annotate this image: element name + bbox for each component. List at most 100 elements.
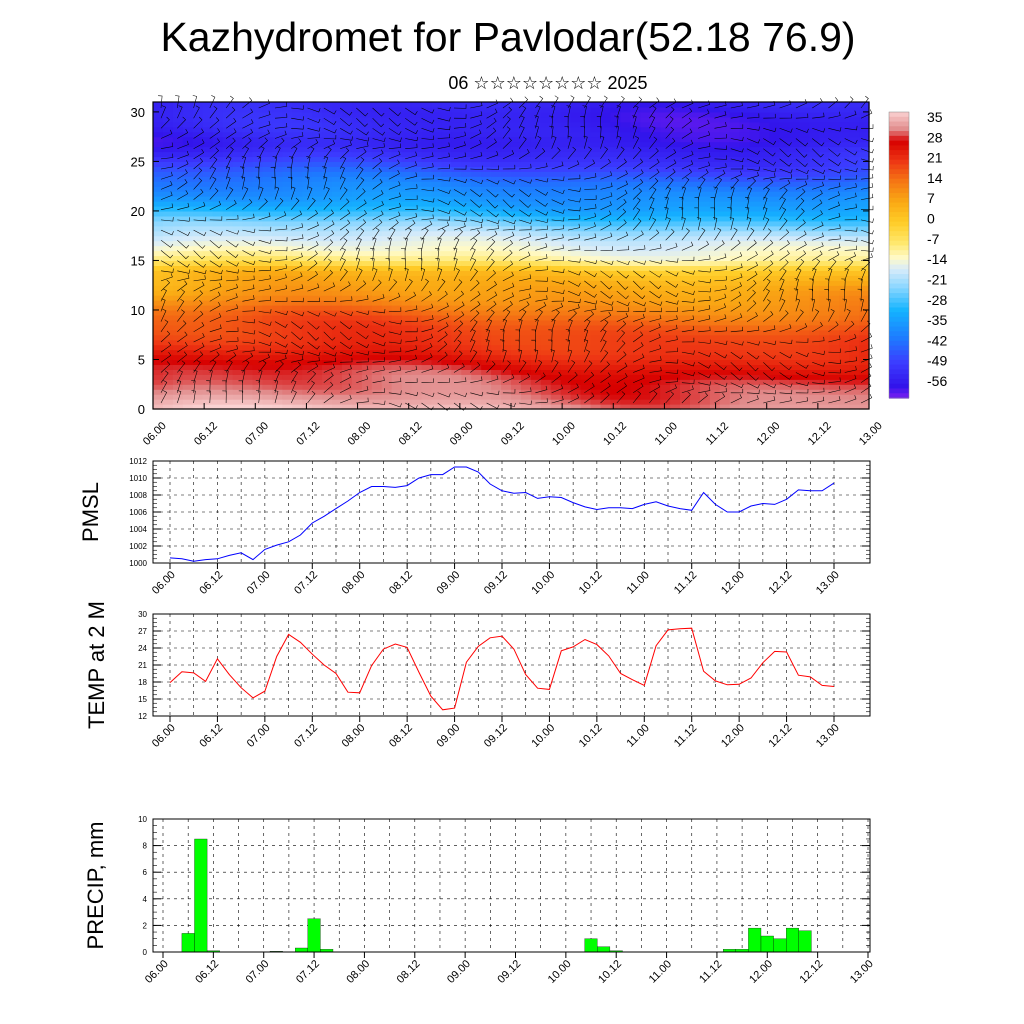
wind-barb	[193, 216, 207, 222]
temperature-cell	[322, 210, 333, 217]
temperature-cell	[292, 399, 303, 405]
temperature-cell	[172, 369, 184, 375]
temperature-cell	[232, 399, 244, 405]
temperature-cell	[501, 161, 512, 167]
temperature-cell	[312, 141, 323, 148]
temperature-cell	[829, 166, 840, 172]
wind-barb	[372, 376, 385, 383]
temperature-cell	[650, 314, 661, 321]
temperature-cell	[441, 121, 452, 128]
temperature-cell	[809, 136, 820, 143]
temperature-cell	[719, 240, 731, 247]
temperature-cell	[222, 389, 234, 395]
temperature-cell	[839, 250, 850, 257]
temperature-cell	[779, 329, 791, 336]
temperature-cell	[401, 240, 413, 247]
temperature-cell	[511, 285, 522, 291]
temperature-cell	[292, 111, 303, 118]
wind-barb	[291, 116, 304, 121]
temperature-cell	[530, 205, 542, 212]
temperature-cell	[322, 201, 333, 207]
temperature-cell	[361, 156, 373, 163]
temperature-cell	[719, 136, 731, 143]
temperature-cell	[799, 230, 810, 237]
temperature-cell	[172, 166, 184, 172]
temperature-cell	[192, 305, 204, 311]
wind-barb	[238, 390, 244, 404]
temperature-cell	[341, 404, 353, 410]
temperature-cell	[371, 384, 383, 390]
temperature-cell	[242, 384, 254, 390]
temperature-cell	[680, 111, 691, 118]
temperature-cell	[153, 235, 164, 242]
temperature-cell	[461, 230, 472, 237]
temperature-cell	[690, 290, 701, 296]
temperature-cell	[699, 141, 711, 148]
temperature-cell	[650, 176, 661, 182]
temperature-cell	[322, 334, 333, 341]
temperature-cell	[162, 136, 174, 143]
temperature-cell	[729, 379, 741, 385]
temperature-cell	[202, 196, 214, 202]
temperature-cell	[153, 280, 164, 286]
temperature-cell	[729, 201, 741, 207]
temperature-cell	[729, 111, 741, 118]
temperature-cell	[839, 404, 850, 410]
temperature-cell	[371, 265, 383, 271]
temperature-cell	[401, 270, 413, 276]
temperature-cell	[739, 275, 751, 281]
temperature-cell	[819, 235, 830, 242]
temperature-cell	[520, 102, 532, 108]
temperature-cell	[610, 339, 621, 346]
temperature-cell	[501, 201, 512, 207]
wind-barb	[175, 95, 180, 109]
temperature-cell	[660, 215, 671, 222]
wind-barb	[421, 117, 435, 124]
temperature-cell	[451, 334, 462, 341]
temperature-cell	[570, 186, 582, 192]
temperature-cell	[451, 210, 462, 217]
temperature-cell	[192, 394, 204, 400]
temperature-cell	[550, 121, 562, 128]
temperature-cell	[212, 220, 224, 227]
temperature-cell	[590, 141, 602, 148]
temperature-cell	[182, 131, 194, 138]
temperature-cell	[262, 314, 273, 321]
temperature-cell	[162, 324, 174, 331]
temperature-cell	[640, 379, 651, 385]
temperature-cell	[501, 319, 512, 326]
temperature-cell	[570, 260, 582, 266]
temperature-cell	[530, 344, 542, 351]
temperature-cell	[461, 245, 472, 252]
temperature-cell	[580, 359, 592, 366]
temperature-cell	[361, 215, 373, 222]
temperature-cell	[580, 156, 592, 163]
temperature-cell	[640, 309, 651, 316]
temperature-cell	[729, 285, 741, 291]
temperature-cell	[859, 339, 870, 346]
temperature-cell	[789, 369, 800, 375]
temperature-cell	[630, 260, 641, 266]
temperature-cell	[630, 102, 641, 108]
wind-barb	[307, 241, 319, 251]
temperature-cell	[620, 260, 631, 266]
wind-barb	[323, 117, 337, 125]
wind-barb	[372, 142, 385, 149]
temperature-cell	[779, 295, 791, 301]
temperature-cell	[292, 384, 303, 390]
temperature-cell	[172, 146, 184, 153]
temperature-cell	[620, 309, 631, 316]
temperature-cell	[292, 339, 303, 346]
temperature-cell	[829, 329, 840, 336]
temperature-cell	[262, 230, 273, 237]
temperature-cell	[153, 111, 164, 118]
wind-barb	[160, 116, 170, 129]
temperature-cell	[212, 205, 224, 212]
temperature-cell	[461, 300, 472, 306]
temperature-cell	[739, 176, 751, 182]
wind-barb	[224, 369, 229, 383]
temperature-cell	[560, 191, 572, 197]
temperature-cell	[849, 324, 860, 331]
temperature-cell	[401, 319, 413, 326]
temperature-cell	[759, 121, 771, 128]
